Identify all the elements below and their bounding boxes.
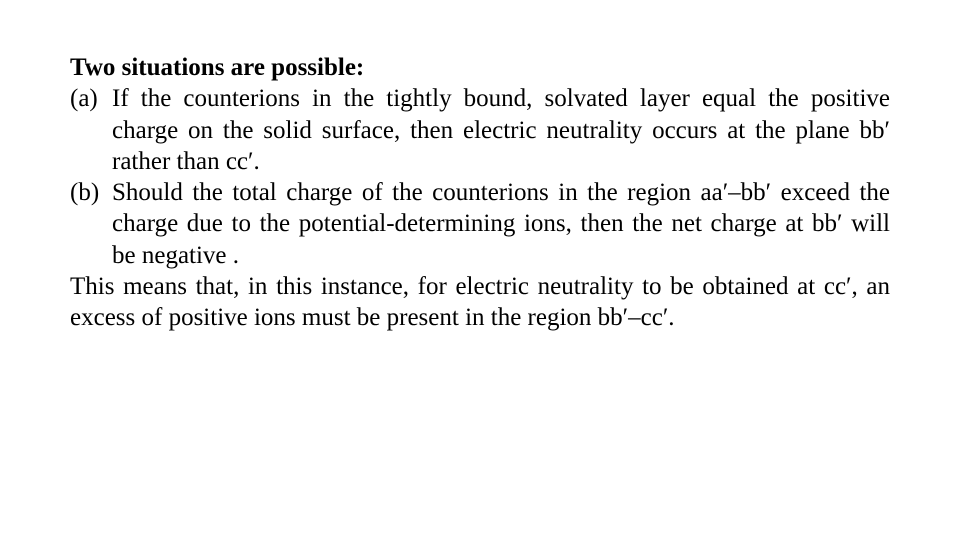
- list-text-b: Should the total charge of the counterio…: [112, 177, 890, 271]
- heading: Two situations are possible:: [70, 52, 890, 83]
- closing-paragraph: This means that, in this instance, for e…: [70, 271, 890, 334]
- list-text-a: If the counterions in the tightly bound,…: [112, 83, 890, 177]
- list-item-b: (b) Should the total charge of the count…: [70, 177, 890, 271]
- list-marker-a: (a): [70, 83, 112, 177]
- list-marker-b: (b): [70, 177, 112, 271]
- document-content: Two situations are possible: (a) If the …: [70, 52, 890, 333]
- list-item-a: (a) If the counterions in the tightly bo…: [70, 83, 890, 177]
